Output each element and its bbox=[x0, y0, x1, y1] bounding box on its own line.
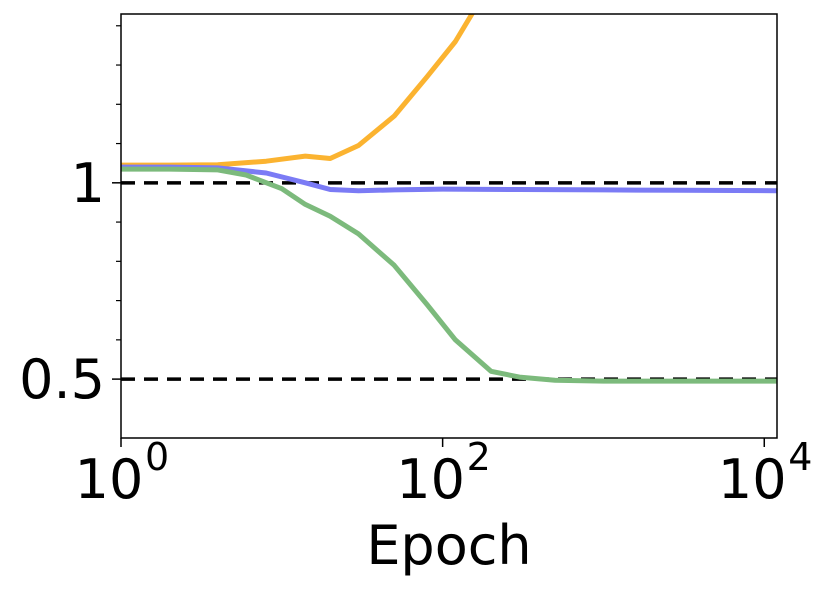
x-tick-label-exp-2: 4 bbox=[788, 435, 812, 479]
axes-layer: 10.510 0 10 2 10 4 bbox=[19, 13, 813, 511]
y-tick-label-1: 0.5 bbox=[19, 348, 105, 411]
x-tick-label-2: 10 4 bbox=[718, 435, 813, 511]
x-tick-label-exp-1: 2 bbox=[467, 435, 491, 479]
series-line-0 bbox=[121, 14, 475, 168]
y-tick-label-0: 1 bbox=[71, 152, 105, 215]
x-tick-label-exp-0: 0 bbox=[145, 435, 169, 479]
x-axis-title: Epoch bbox=[366, 514, 531, 577]
x-tick-label-1: 10 2 bbox=[396, 435, 491, 511]
series-layer bbox=[121, 14, 777, 384]
plot-frame bbox=[120, 13, 778, 439]
x-tick-label-base-1: 10 bbox=[396, 448, 465, 511]
series-line-2 bbox=[121, 166, 777, 384]
x-tick-label-0: 10 0 bbox=[75, 435, 170, 511]
x-tick-label-base-0: 10 bbox=[75, 448, 144, 511]
x-tick-label-base-2: 10 bbox=[718, 448, 787, 511]
reference-lines bbox=[121, 181, 777, 381]
